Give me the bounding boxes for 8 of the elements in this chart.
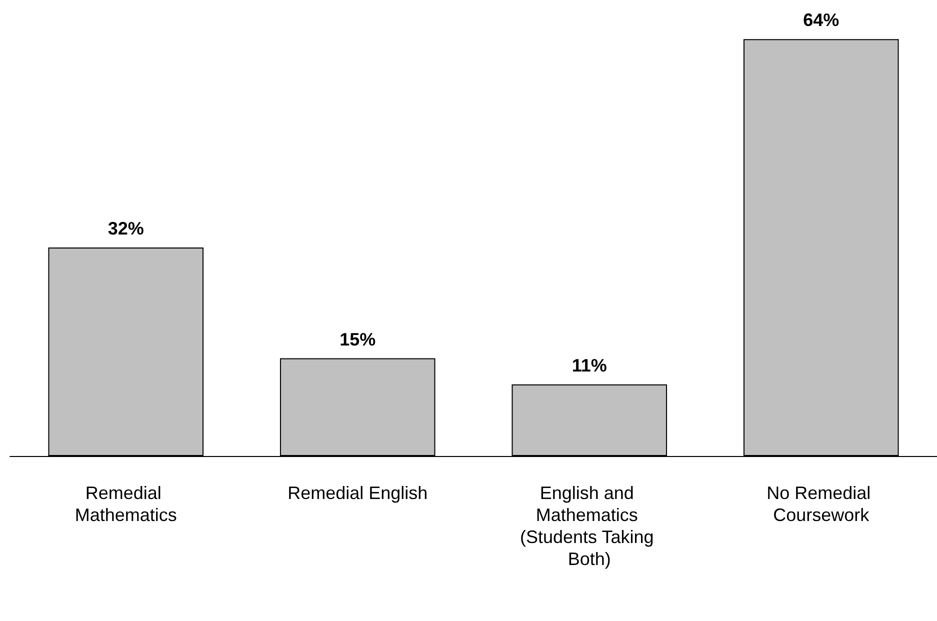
- data-label: 11%: [572, 355, 607, 376]
- data-label: 64%: [803, 10, 840, 30]
- x-tick-label: No Remedial Coursework: [766, 483, 876, 525]
- data-label: 32%: [108, 218, 144, 239]
- x-tick-label: Remedial English: [288, 483, 428, 503]
- x-tick-label: English and Mathematics (Students Taking Both): [520, 483, 659, 569]
- data-label: 15%: [340, 329, 376, 350]
- x-tick-label: Remedial Mathematics: [74, 483, 177, 525]
